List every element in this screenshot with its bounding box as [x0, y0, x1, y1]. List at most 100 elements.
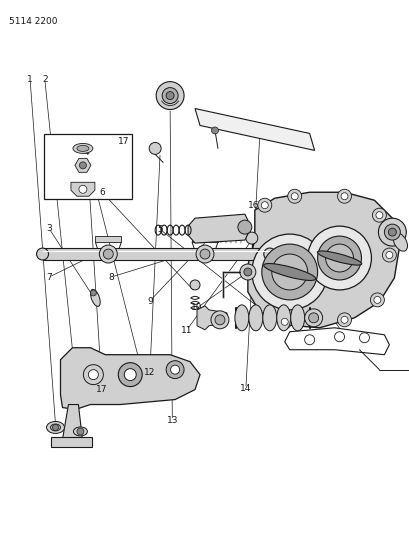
Ellipse shape [234, 305, 248, 331]
Circle shape [239, 264, 255, 280]
Circle shape [166, 361, 184, 378]
Circle shape [304, 335, 314, 345]
Circle shape [375, 212, 382, 219]
Text: 12: 12 [144, 368, 155, 377]
Circle shape [99, 245, 117, 263]
Ellipse shape [276, 305, 290, 331]
Polygon shape [61, 348, 200, 409]
Ellipse shape [392, 233, 407, 251]
Circle shape [384, 224, 399, 240]
Circle shape [196, 245, 213, 263]
Bar [95, 236, 121, 242]
Polygon shape [75, 158, 91, 172]
Circle shape [277, 315, 291, 329]
Text: 11: 11 [180, 326, 192, 335]
Circle shape [317, 236, 361, 280]
Circle shape [88, 370, 98, 379]
Ellipse shape [73, 143, 93, 154]
Circle shape [90, 290, 96, 296]
Circle shape [382, 248, 396, 262]
Circle shape [243, 268, 251, 276]
Text: 3: 3 [46, 224, 52, 233]
Text: 10: 10 [191, 303, 202, 312]
Text: 7: 7 [46, 272, 52, 281]
Circle shape [245, 232, 257, 244]
Text: 6: 6 [99, 188, 105, 197]
Circle shape [103, 249, 113, 259]
Polygon shape [43, 248, 269, 260]
Circle shape [308, 313, 318, 323]
Ellipse shape [263, 263, 315, 280]
Polygon shape [71, 182, 94, 196]
Polygon shape [50, 438, 92, 447]
Polygon shape [247, 192, 398, 328]
Text: 9: 9 [146, 296, 152, 305]
Circle shape [170, 365, 179, 374]
Bar [43, 134, 132, 199]
Circle shape [271, 254, 307, 290]
Polygon shape [62, 405, 82, 439]
Ellipse shape [47, 422, 64, 433]
Circle shape [261, 201, 267, 209]
Text: 14: 14 [240, 384, 251, 393]
Circle shape [251, 234, 327, 310]
Text: 1: 1 [27, 75, 33, 84]
Text: 17: 17 [117, 137, 129, 146]
Circle shape [257, 198, 271, 212]
Text: 15: 15 [309, 318, 320, 327]
Circle shape [337, 313, 351, 327]
Circle shape [211, 127, 218, 134]
Ellipse shape [290, 305, 304, 331]
Circle shape [77, 428, 84, 435]
Ellipse shape [77, 146, 89, 151]
Circle shape [149, 142, 161, 155]
Text: 4: 4 [83, 148, 89, 157]
Ellipse shape [248, 305, 262, 331]
Circle shape [370, 293, 384, 307]
Circle shape [162, 87, 178, 103]
Ellipse shape [36, 248, 48, 260]
Circle shape [290, 193, 297, 200]
Circle shape [237, 220, 251, 234]
Circle shape [214, 315, 225, 325]
Circle shape [166, 92, 174, 100]
Ellipse shape [317, 251, 361, 265]
Circle shape [325, 244, 353, 272]
Polygon shape [195, 109, 314, 150]
Circle shape [200, 249, 209, 259]
Circle shape [334, 332, 344, 342]
Text: 16: 16 [248, 201, 259, 210]
Ellipse shape [50, 424, 61, 431]
Text: 13: 13 [166, 416, 178, 425]
Ellipse shape [263, 248, 275, 260]
Circle shape [337, 189, 351, 203]
Ellipse shape [73, 427, 87, 436]
Circle shape [83, 365, 103, 385]
Circle shape [340, 316, 347, 324]
Text: 5: 5 [157, 225, 162, 234]
Ellipse shape [90, 289, 100, 306]
Circle shape [387, 228, 396, 236]
Text: 17: 17 [96, 385, 108, 394]
Circle shape [211, 311, 228, 329]
Circle shape [385, 252, 392, 259]
Polygon shape [197, 306, 226, 330]
Text: 8: 8 [108, 272, 114, 281]
Circle shape [340, 193, 347, 200]
Ellipse shape [262, 305, 276, 331]
Circle shape [287, 189, 301, 203]
Circle shape [378, 218, 405, 246]
Circle shape [156, 82, 184, 110]
Polygon shape [284, 328, 389, 354]
Circle shape [52, 424, 58, 431]
Circle shape [304, 309, 322, 327]
Circle shape [79, 185, 87, 193]
Circle shape [124, 369, 136, 381]
Circle shape [118, 362, 142, 386]
Circle shape [371, 208, 385, 222]
Text: 2: 2 [42, 75, 47, 84]
Circle shape [190, 280, 200, 290]
Circle shape [281, 318, 288, 325]
Circle shape [359, 333, 369, 343]
Bar [191, 236, 218, 242]
